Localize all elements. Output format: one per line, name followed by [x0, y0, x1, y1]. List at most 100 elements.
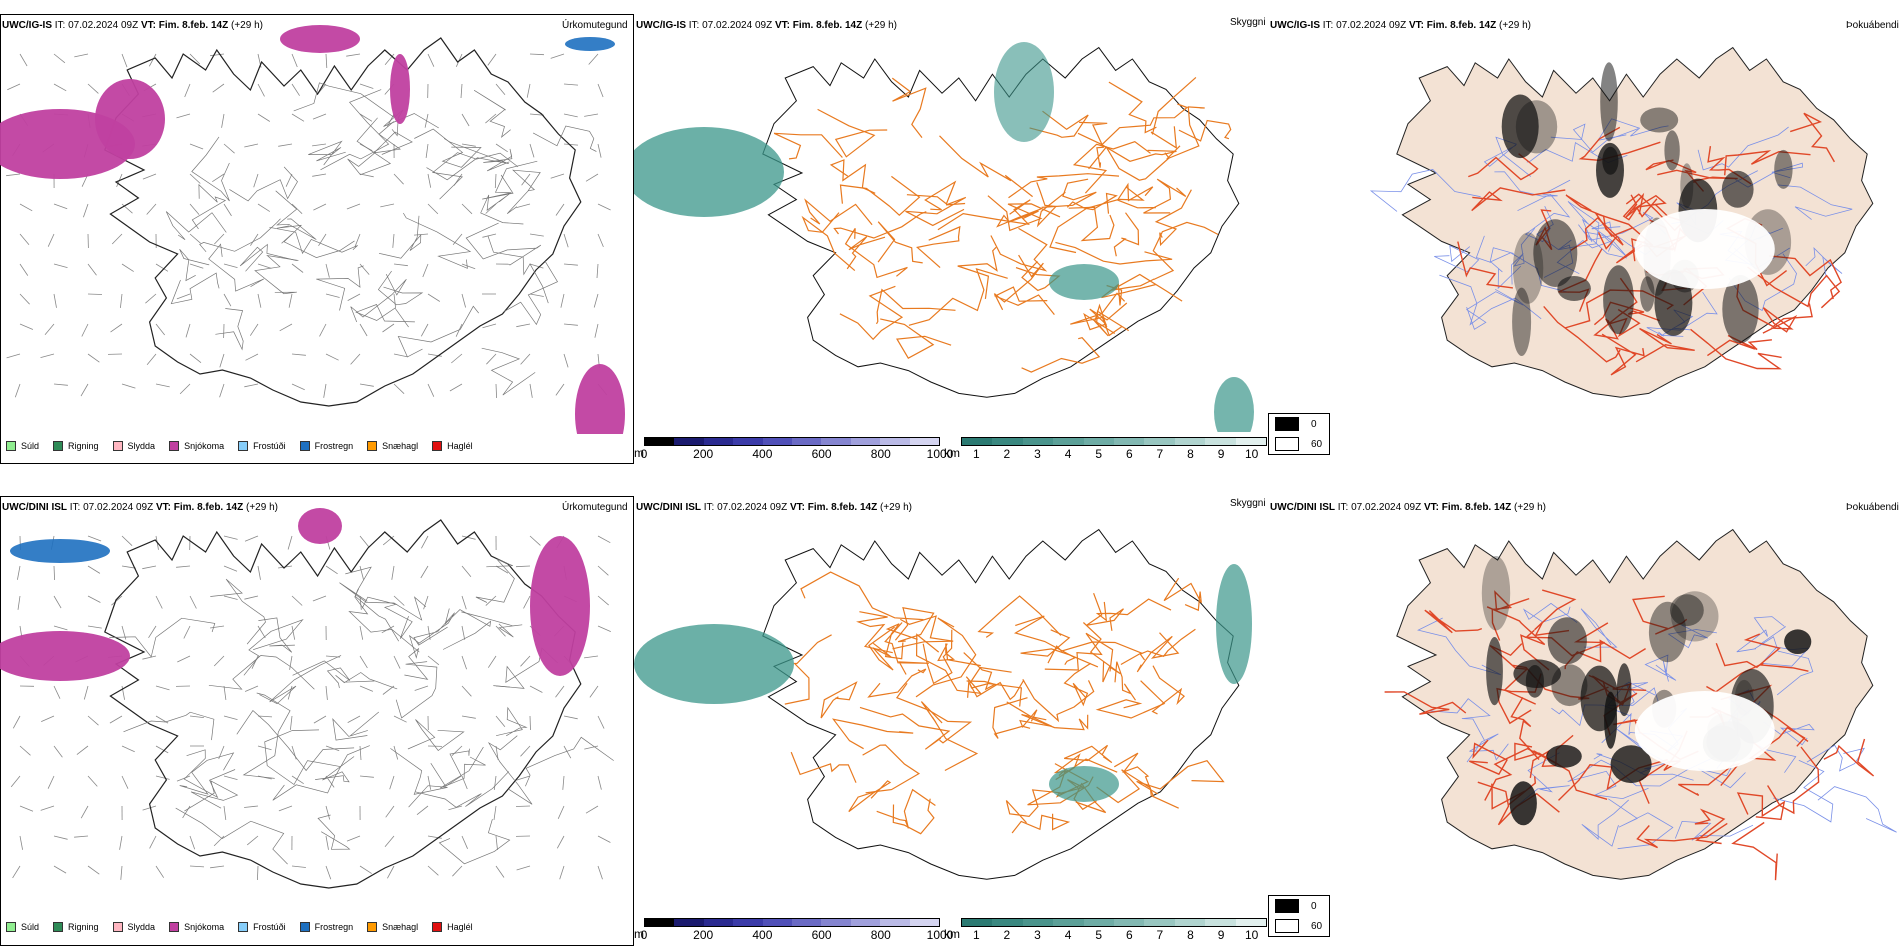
fog-cell: [1557, 276, 1591, 301]
precip-legend-item: Snæhagl: [367, 922, 418, 932]
cloud-base-colorbar: 0 200 400 600 800 1000: [641, 437, 953, 461]
colorbar-tick-label: 1: [972, 928, 980, 942]
legend-label: Snæhagl: [382, 441, 419, 451]
precip-legend-item: Slydda: [112, 441, 155, 451]
fog-legend-row: 60: [1269, 434, 1329, 454]
snow-area: [280, 25, 360, 53]
legend-swatch: [169, 922, 180, 932]
fog-cell: [1616, 663, 1632, 717]
colorbar-cell: [674, 438, 704, 445]
panel-header: UWC/IG-IS IT: 07.02.2024 09Z VT: Fim. 8.…: [2, 20, 263, 31]
legend-swatch: [112, 441, 123, 451]
colorbar-cell: [645, 919, 675, 926]
freezing-rain-area: [10, 539, 110, 563]
fog-cell: [1501, 94, 1539, 159]
fog-legend-swatch: [1275, 919, 1299, 933]
legend-swatch: [238, 441, 249, 451]
visibility-colorbar: 1 2 3 4 5 6 7 8 9 10: [961, 437, 1267, 461]
colorbar-tick-label: 10: [1245, 447, 1259, 461]
fog-index-legend: 0 60: [1268, 413, 1330, 455]
legend-swatch: [238, 922, 249, 932]
fog-cell: [1721, 170, 1754, 208]
colorbar-tick-label: 200: [693, 928, 714, 942]
road-network: [773, 76, 1232, 373]
precip-legend-item: Rigning: [53, 922, 99, 932]
fog-cell: [1512, 287, 1532, 356]
colorbar-cell: [1144, 438, 1175, 445]
legend-label: Frostúði: [253, 441, 286, 451]
precip-legend-item: Haglél: [432, 922, 473, 932]
fog-legend-row: 0: [1269, 896, 1329, 916]
fog-legend-label: 60: [1311, 438, 1323, 450]
precip-legend-item: Súld: [6, 441, 39, 451]
legend-label: Frostregn: [314, 441, 354, 451]
fog-cell: [1580, 665, 1619, 732]
colorbar-cell: [962, 919, 993, 926]
cloud-base-colorbar: 0 200 400 600 800 1000: [641, 918, 953, 942]
colorbar-cell: [1205, 438, 1236, 445]
colorbar-tick-label: 3: [1034, 447, 1041, 461]
low-visibility-area: [994, 42, 1054, 142]
colorbar-cell: [1022, 438, 1054, 445]
colorbar-cell: [909, 438, 940, 445]
colorbar-tick-label: 8: [1187, 928, 1194, 942]
panel-title: Þokuábendi: [1846, 502, 1899, 513]
map-frame: [0, 496, 634, 946]
fog-cell: [1774, 149, 1793, 189]
coastline: [1396, 528, 1874, 880]
panel-title: Skyggni: [1230, 17, 1266, 28]
colorbar-tick-label: 4: [1064, 928, 1072, 942]
panel-title: Úrkomutegund: [562, 502, 628, 513]
fog-map-bottom: [1384, 528, 1897, 881]
snow-area: [298, 508, 342, 544]
fog-cell: [1546, 744, 1582, 768]
colorbar-cell: [1144, 919, 1175, 926]
coastline: [1396, 46, 1874, 398]
panel-title: Úrkomutegund: [562, 20, 628, 31]
panel-title: Skyggni: [1230, 498, 1266, 509]
colorbar-tick-label: 6: [1125, 928, 1133, 942]
colorbar-tick-label: 5: [1095, 928, 1103, 942]
colorbar-tick-label: 1000: [926, 447, 954, 461]
colorbar-cell: [1022, 919, 1054, 926]
fog-cell: [1671, 591, 1719, 642]
road-network: [109, 558, 614, 865]
colorbar-tick-label: 3: [1034, 928, 1041, 942]
precip-legend-item: Frostúði: [238, 922, 286, 932]
fog-cell: [1722, 275, 1759, 344]
legend-label: Snjókoma: [184, 441, 225, 451]
colorbar-cell: [850, 919, 881, 926]
fog-legend-label: 0: [1311, 900, 1317, 912]
legend-label: Haglél: [447, 441, 473, 451]
legend-swatch: [53, 922, 64, 932]
colorbar-tick-label: 6: [1125, 447, 1133, 461]
fog-cell: [1551, 664, 1588, 707]
colorbar-cell: [821, 438, 851, 445]
legend-label: Snæhagl: [382, 922, 419, 932]
colorbar-cell: [850, 438, 881, 445]
colorbar-cell: [880, 919, 910, 926]
colorbar-cell: [1235, 438, 1267, 445]
colorbar-cell: [792, 438, 822, 445]
fog-legend-label: 60: [1311, 920, 1323, 932]
legend-swatch: [299, 441, 310, 451]
fog-cell: [1784, 629, 1812, 654]
colorbar-cell: [1053, 438, 1084, 445]
colorbar-cell: [762, 919, 793, 926]
fog-index-panel-top: [1268, 32, 1900, 432]
colorbar-tick-label: 1: [972, 447, 980, 461]
colorbar-cell: [703, 438, 734, 445]
fog-cell: [1664, 130, 1680, 171]
colorbar-cell: [674, 919, 704, 926]
colorbar-cell: [1205, 919, 1236, 926]
visibility-map-top: [634, 42, 1254, 432]
fog-cell: [1486, 637, 1503, 706]
colorbar-cell: [909, 919, 940, 926]
fog-cell: [1547, 617, 1587, 665]
colorbar-cell: [733, 919, 763, 926]
snow-area: [530, 536, 590, 676]
fog-cell: [1648, 601, 1687, 663]
colorbar-tick-label: 600: [811, 447, 832, 461]
precip-legend-item: Súld: [6, 922, 39, 932]
colorbar-cell: [1114, 438, 1145, 445]
